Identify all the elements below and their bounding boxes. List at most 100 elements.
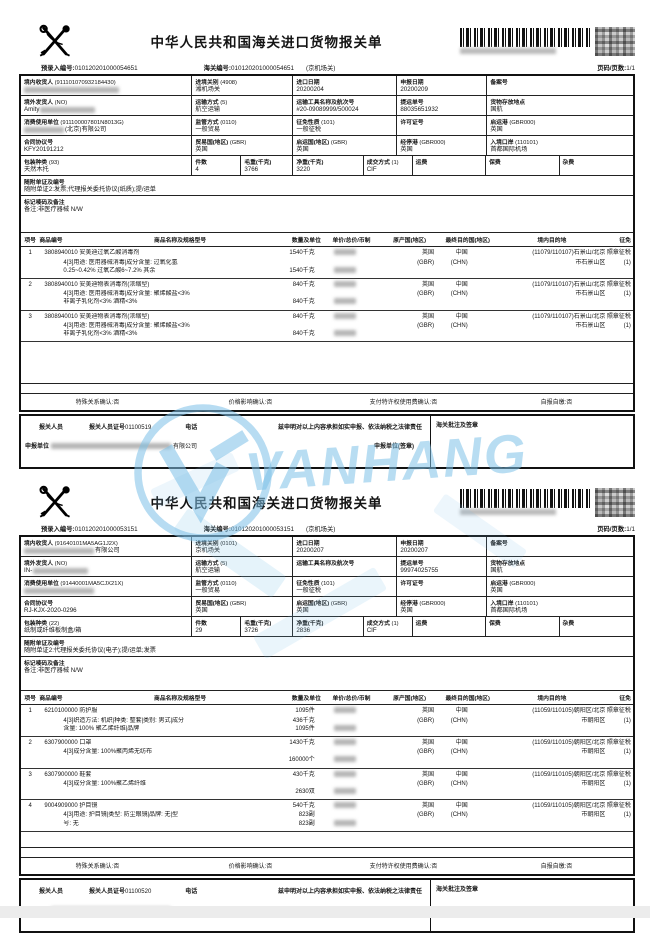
item-spec: 4[3]用途: 护目镜|类型: 防尘眼镜|品牌: 无|型 — [63, 812, 179, 819]
item-no: 2 — [28, 281, 32, 288]
field-departure-port: 启运港 (GBR000) 英国 — [487, 116, 633, 135]
item-qty: 160000个 — [288, 757, 315, 764]
item-code-name: 3808940010 安美迪物表消毒剂(浓缩型) — [44, 313, 150, 320]
field-value — [400, 587, 484, 595]
item-domestic-dest: (11059/110105)朝阳区/北京 — [532, 771, 606, 778]
field-label: 贸易国(地区) — [195, 140, 229, 147]
field-code: (0101) — [220, 541, 237, 547]
redacted-barcode-number — [460, 509, 557, 515]
field-value: 英国 — [400, 607, 413, 615]
item-qty: 1095件 — [295, 708, 315, 715]
goods-table-header: 项号 商品编号 商品名称及规格型号 数量及单位 单价/总价/币制 原产国(地区)… — [21, 233, 633, 248]
field-label: 标记唛码及备注 — [24, 200, 65, 207]
redacted-text — [24, 548, 94, 555]
cell-spacer — [315, 322, 376, 330]
field-code: (GBR000) — [419, 601, 446, 608]
field-levy-nature: 征免性质 (101) 一般征税 — [293, 577, 398, 597]
field-value: Amity — [24, 106, 40, 114]
field-value: 英国 — [296, 607, 309, 615]
column-header: 数量及单位 — [291, 238, 321, 245]
field-label: 毛重(千克) — [244, 160, 272, 167]
field-gross-weight: 毛重(千克) 3766 — [241, 156, 294, 176]
item-line: 160000个 — [21, 756, 633, 765]
page-value: 1/1 — [626, 65, 635, 72]
item-qty — [266, 780, 315, 788]
page-indicator: 页码/页数:1/1 — [597, 524, 635, 533]
item-no: 1 — [28, 708, 32, 715]
field-value: 京机场关 — [195, 547, 221, 554]
form-header: 中华人民共和国海关进口货物报关单 — [19, 481, 635, 523]
field-value: 航空运输 — [195, 567, 221, 575]
cell-spacer — [21, 780, 39, 788]
cell-spacer — [315, 259, 376, 267]
field-label: 货物存放地点 — [490, 100, 526, 107]
cell-spacer — [21, 717, 39, 725]
field-label: 随附单证及编号 — [24, 180, 65, 187]
field-label: 毛重(千克) — [244, 621, 272, 628]
item-price-redacted — [315, 266, 376, 276]
item-line: 含量: 100% 聚乙烯纤维|品牌 1095件 — [21, 724, 633, 734]
item-origin-code: (GBR) — [417, 812, 435, 819]
declare-unit-label: 申报单位 — [25, 444, 50, 451]
field-value: 英国 — [296, 146, 309, 154]
field-label: 申报日期 — [400, 541, 424, 547]
field-code: (911100007801N8013G) — [60, 120, 124, 127]
pre-entry-value: 010120201000054651 — [74, 65, 138, 72]
column-header: 单价/总价/币制 — [332, 238, 371, 245]
field-label: 保费 — [489, 621, 501, 628]
item-line: 4[3]用途: 医用器械消毒|成分含量: 聚烯酸盐<3% (GBR) (CHN) 市石… — [21, 290, 633, 298]
item-duty-code: (1) — [623, 717, 631, 724]
field-value — [489, 627, 556, 635]
declarant-cert-value: 01100519 — [125, 425, 152, 432]
redacted-text — [334, 249, 357, 256]
field-contract-no: 合同协议号 KFY20191212 — [21, 136, 193, 156]
field-label: 贸易国(地区) — [195, 601, 229, 608]
column-header: 项号 — [24, 238, 36, 245]
cell-spacer — [21, 788, 39, 797]
cell-spacer — [376, 788, 434, 797]
item-qty: 1095件 — [295, 725, 315, 732]
column-header: 商品名称及规格型号 — [154, 238, 207, 245]
field-value: 3220 — [296, 166, 311, 174]
goods-table-body: 1 3808940010 安美迪过氧乙酸消毒剂 1540千克 英国 中国 (11079/1… — [21, 247, 633, 383]
field-value: 纸制或纤维板制盒/箱 — [24, 627, 82, 635]
item-dest: 中国 — [455, 771, 468, 778]
form-row: 标记唛码及备注 备注:非医疗器械 N/W — [21, 657, 633, 692]
field-label: 运费 — [415, 160, 428, 167]
form-row: 标记唛码及备注 备注:非医疗器械 N/W — [21, 196, 633, 234]
declare-unit-seal-label: 申报单位(签章) — [374, 444, 415, 451]
cell-spacer — [376, 820, 434, 829]
field-label: 备案号 — [490, 541, 508, 547]
cell-spacer — [605, 298, 633, 307]
item-duty-code: (1) — [623, 322, 631, 329]
cell-spacer — [468, 756, 606, 765]
item-domestic-dest: 市朝阳区 — [581, 780, 606, 787]
form-row: 境内收货人 (911101070932184430) 进境关别 (4908) 湘机… — [21, 76, 633, 97]
field-value: (北京)有限公司 — [65, 126, 107, 134]
declarant-block: 报关人员 报关人员证号01100519 电话 兹申明对以上内容承担如实申报、依法… — [21, 416, 432, 468]
field-value: 99974025755 — [400, 567, 439, 575]
item-origin: 英国 — [422, 739, 435, 746]
field-value: RJ-KJX-2020-0296 — [24, 607, 77, 615]
item-qty: 840千克 — [292, 299, 315, 306]
item-line: 4[3]织造方法: 机织|种类: 整套|类别: 男式|成分 436千克 (GBR) (… — [21, 717, 633, 725]
field-code: (101) — [321, 120, 335, 127]
customs-no: 海关编号:010120201000054651 — [204, 63, 294, 72]
field-value: 首都国际机场 — [490, 607, 528, 615]
field-label: 货物存放地点 — [490, 561, 526, 568]
goods-item: 3 3808940010 安美迪物表消毒剂(浓缩型) 840千克 英国 中国 (11079… — [21, 311, 633, 343]
item-duty-code: (1) — [623, 259, 631, 266]
barcode — [460, 489, 590, 508]
barcode — [460, 28, 590, 47]
item-qty — [266, 748, 315, 756]
field-value: 3766 — [244, 166, 259, 174]
field-label: 境外发货人 — [24, 100, 53, 107]
redacted-text — [33, 568, 89, 575]
item-line: 0.25~0.42% 过氧乙酸6~7.2% 其余 1540千克 — [21, 266, 633, 276]
cell-spacer — [434, 788, 468, 797]
redacted-text — [334, 298, 357, 305]
item-no: 3 — [28, 313, 32, 320]
cell-spacer — [434, 267, 468, 276]
field-value — [563, 627, 631, 635]
field-transit-port: 经停港 (GBR000) 英国 — [397, 597, 488, 617]
